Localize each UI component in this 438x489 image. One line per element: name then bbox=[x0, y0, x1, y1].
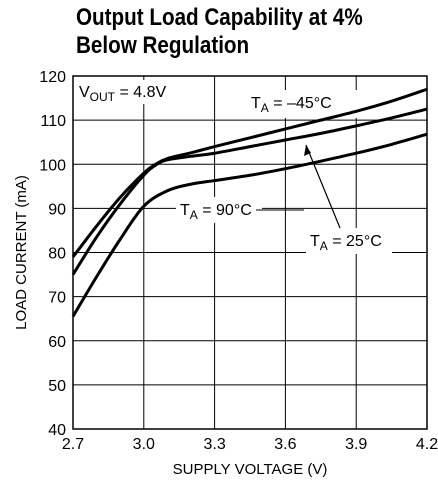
chart-title: Output Load Capability at 4% Below Regul… bbox=[76, 4, 386, 60]
x-tick-label: 2.7 bbox=[62, 436, 84, 453]
annotations: VOUT = 4.8V TA = –45°C TA = 90°C TA = 25°C bbox=[79, 84, 382, 253]
chart-title-line-1: Output Load Capability at 4% bbox=[76, 4, 363, 31]
x-tick-label: 4.2 bbox=[416, 436, 438, 453]
series-label-1: TA = –45°C bbox=[251, 95, 332, 115]
y-tick-label: 110 bbox=[40, 113, 66, 130]
y-tick-label: 80 bbox=[48, 246, 66, 263]
x-tick-label: 3.3 bbox=[203, 436, 225, 453]
y-axis-label: LOAD CURRENT (mA) bbox=[13, 175, 30, 330]
grid-lines bbox=[73, 76, 427, 429]
y-tick-label: 90 bbox=[48, 201, 66, 218]
vout-annotation: VOUT = 4.8V bbox=[79, 84, 166, 104]
series-label-3: TA = 90°C bbox=[180, 202, 252, 222]
x-tick-label: 3.6 bbox=[274, 436, 296, 453]
series-label-2: TA = 25°C bbox=[310, 233, 382, 253]
label-background bbox=[176, 197, 262, 223]
series-line-1 bbox=[71, 87, 428, 258]
plot-frame bbox=[72, 75, 428, 430]
series-lines bbox=[71, 87, 428, 318]
y-tick-label: 40 bbox=[48, 422, 66, 439]
y-tick-label: 60 bbox=[48, 334, 66, 351]
label-background bbox=[76, 80, 176, 104]
chart-title-line-2: Below Regulation bbox=[76, 32, 250, 59]
y-tick-labels: 40 50 60 70 80 90 100 110 120 bbox=[39, 69, 66, 439]
leader-arrowhead bbox=[304, 145, 311, 156]
x-tick-label: 3.0 bbox=[133, 436, 155, 453]
y-tick-label: 70 bbox=[48, 290, 66, 307]
series-line-2 bbox=[71, 107, 428, 276]
x-tick-label: 3.9 bbox=[345, 436, 367, 453]
label-background bbox=[306, 228, 392, 254]
label-background bbox=[248, 90, 358, 118]
leader-line-25c bbox=[305, 144, 341, 229]
x-axis-label: SUPPLY VOLTAGE (V) bbox=[173, 461, 328, 478]
y-tick-label: 100 bbox=[39, 157, 66, 174]
y-tick-label: 50 bbox=[48, 378, 66, 395]
x-tick-labels: 2.7 3.0 3.3 3.6 3.9 4.2 bbox=[62, 436, 438, 453]
y-tick-label: 120 bbox=[39, 69, 66, 86]
series-line-3 bbox=[71, 132, 428, 318]
